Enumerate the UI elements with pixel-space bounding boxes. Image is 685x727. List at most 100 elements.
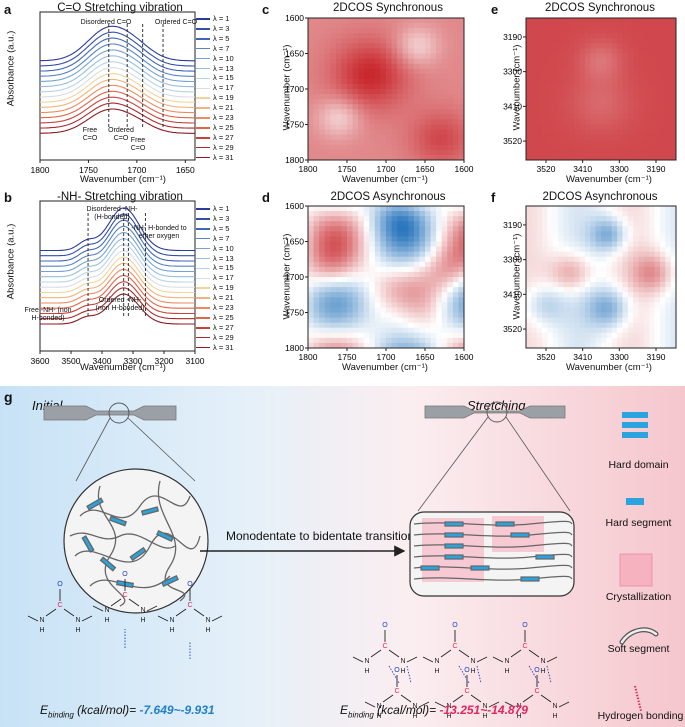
heatmap-cell bbox=[319, 83, 326, 90]
heatmap-cell bbox=[341, 317, 348, 324]
heatmap-cell bbox=[330, 83, 337, 90]
heatmap-cell bbox=[380, 206, 387, 212]
heatmap-cell bbox=[352, 99, 359, 105]
heatmap-cell bbox=[386, 78, 392, 85]
heatmap-cell bbox=[601, 312, 607, 318]
heatmap-cell bbox=[413, 312, 420, 318]
heatmap-cell bbox=[313, 149, 320, 156]
heatmap-cell bbox=[447, 119, 454, 125]
heatmap-cell bbox=[654, 23, 661, 29]
heatmap-cell bbox=[649, 28, 655, 34]
heatmap-cell bbox=[622, 58, 629, 65]
heatmap-cell bbox=[397, 63, 404, 70]
heatmap-cell bbox=[430, 94, 437, 100]
heatmap-cell bbox=[402, 89, 409, 95]
heatmap-cell bbox=[447, 297, 454, 303]
heatmap-cell bbox=[638, 241, 645, 247]
heatmap-cell bbox=[638, 129, 645, 136]
heatmap-cell bbox=[335, 33, 342, 39]
heatmap-cell bbox=[552, 342, 559, 349]
heatmap-cell bbox=[436, 43, 443, 49]
heatmap-cell bbox=[590, 73, 597, 80]
heatmap-cell bbox=[584, 28, 591, 34]
heatmap-cell bbox=[313, 38, 320, 44]
heatmap-cell bbox=[601, 33, 607, 39]
heatmap-cell bbox=[408, 33, 415, 39]
bond bbox=[175, 608, 187, 617]
heatmap-cell bbox=[622, 83, 629, 90]
legend-swatch bbox=[196, 77, 210, 80]
heatmap-cell bbox=[347, 261, 353, 268]
panel-b-title: -NH- Stretching vibration bbox=[57, 191, 183, 203]
legend-item: λ = 17 bbox=[196, 83, 234, 93]
heatmap-cell bbox=[542, 297, 548, 303]
heatmap-cell bbox=[441, 154, 448, 161]
heatmap-cell bbox=[574, 332, 580, 339]
heatmap-cell bbox=[552, 83, 559, 90]
heatmap-cell bbox=[622, 68, 629, 75]
heatmap-cell bbox=[436, 89, 443, 95]
heatmap-cell bbox=[391, 322, 398, 329]
heatmap-cell bbox=[352, 144, 359, 151]
legend-swatch bbox=[196, 208, 210, 210]
heatmap-cell bbox=[659, 43, 666, 49]
heatmap-cell bbox=[397, 134, 404, 141]
heatmap-cell bbox=[402, 104, 409, 110]
heatmap-cell bbox=[627, 149, 634, 156]
heatmap-cell bbox=[408, 246, 415, 253]
heatmap-cell bbox=[391, 58, 398, 65]
heatmap-cell bbox=[408, 78, 415, 85]
heatmap-cell bbox=[611, 68, 618, 75]
heatmap-cell bbox=[352, 256, 359, 263]
heatmap-cell bbox=[319, 327, 326, 334]
heatmap-cell bbox=[665, 211, 672, 217]
heatmap-cell bbox=[601, 18, 607, 24]
heatmap-cell bbox=[447, 332, 454, 339]
heatmap-cell bbox=[380, 312, 387, 318]
hard-segment bbox=[156, 529, 174, 543]
bond bbox=[458, 665, 470, 684]
heatmap-cell bbox=[335, 226, 342, 232]
heatmap-cell bbox=[665, 277, 672, 283]
heatmap-cell bbox=[654, 83, 661, 90]
y-tick-label: 1600 bbox=[285, 13, 304, 23]
heatmap-cell bbox=[654, 68, 661, 75]
heatmap-cell bbox=[335, 317, 342, 324]
legend-label: λ = 21 bbox=[213, 103, 234, 113]
heatmap-cell bbox=[622, 317, 629, 324]
heatmap-cell bbox=[542, 226, 548, 232]
heatmap-cell bbox=[601, 246, 607, 253]
bond bbox=[406, 665, 412, 684]
heatmap-cell bbox=[335, 154, 342, 161]
heatmap-cell bbox=[584, 327, 591, 334]
heatmap-cell bbox=[391, 149, 398, 156]
heatmap-cell bbox=[536, 109, 543, 115]
heatmap-cell bbox=[670, 154, 677, 161]
heatmap-cell bbox=[335, 139, 342, 146]
heatmap-cell bbox=[531, 154, 538, 161]
heatmap-cell bbox=[347, 104, 353, 110]
heatmap-cell bbox=[595, 83, 602, 90]
heatmap-cell bbox=[430, 342, 437, 349]
heatmap-cell bbox=[579, 221, 586, 227]
heatmap-cell bbox=[363, 226, 370, 232]
heatmap-cell bbox=[638, 312, 645, 318]
heatmap-cell bbox=[363, 246, 370, 253]
heatmap-cell bbox=[633, 282, 639, 288]
heatmap-cell bbox=[341, 28, 348, 34]
heatmap-cell bbox=[452, 154, 459, 161]
heatmap-cell bbox=[347, 216, 353, 222]
heatmap-cell bbox=[408, 271, 415, 278]
heatmap-cell bbox=[638, 23, 645, 29]
heatmap-cell bbox=[552, 241, 559, 247]
heatmap-cell bbox=[347, 94, 353, 100]
heatmap-cell bbox=[352, 322, 359, 329]
heatmap-cell bbox=[330, 89, 337, 95]
hard-segment bbox=[495, 521, 515, 527]
heatmap-cell bbox=[574, 139, 580, 146]
heatmap-cell bbox=[347, 332, 353, 339]
heatmap-cell bbox=[308, 144, 314, 151]
heatmap-cell bbox=[391, 292, 398, 298]
